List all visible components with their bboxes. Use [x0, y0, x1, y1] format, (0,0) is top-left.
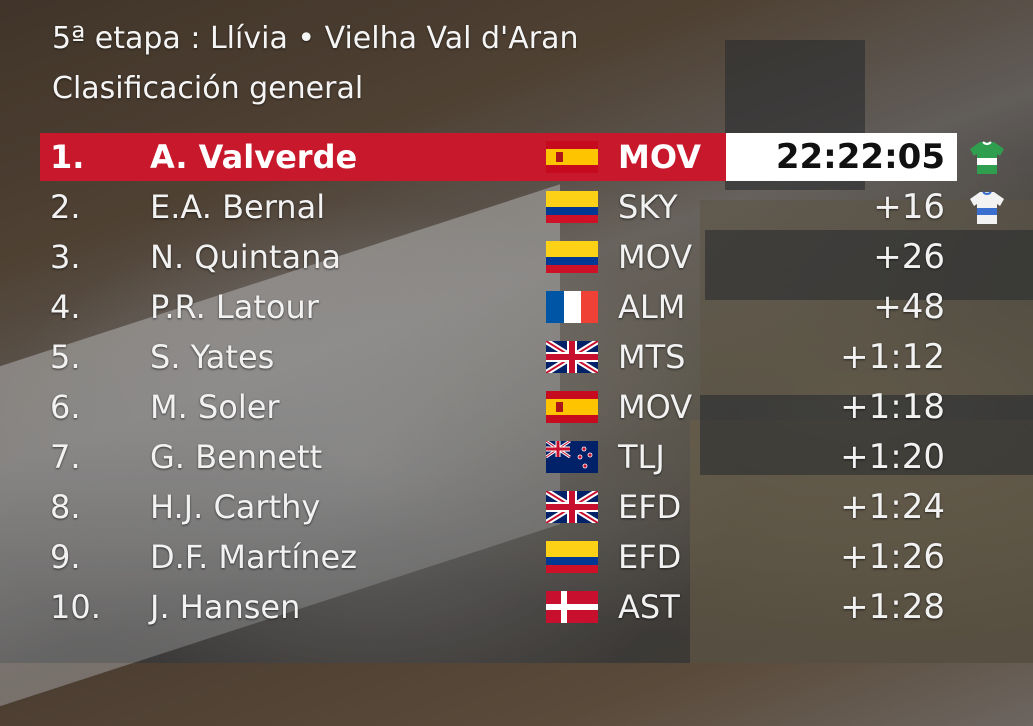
team-code: SKY	[618, 188, 678, 226]
position: 3.	[50, 238, 81, 276]
standings-row: 2. E.A. Bernal SKY +16	[0, 183, 1033, 231]
time: +1:12	[840, 337, 945, 377]
position: 7.	[50, 438, 81, 476]
standings-row: 1. A. Valverde MOV 22:22:05	[0, 133, 1033, 181]
position: 4.	[50, 288, 81, 326]
uk-flag	[546, 491, 598, 523]
team-code: EFD	[618, 488, 682, 526]
time: +1:18	[840, 387, 945, 427]
uk-flag	[546, 341, 598, 373]
standings-row: 4. P.R. Latour ALM +48	[0, 283, 1033, 331]
white-jersey-icon	[968, 188, 1006, 226]
rider-name: G. Bennett	[150, 438, 323, 476]
standings-row: 7. G. Bennett TLJ +1:20	[0, 433, 1033, 481]
team-code: ALM	[618, 288, 686, 326]
position: 6.	[50, 388, 81, 426]
standings-row: 3. N. Quintana MOV +26	[0, 233, 1033, 281]
time: +48	[873, 287, 945, 327]
position: 2.	[50, 188, 81, 226]
team-code: AST	[618, 588, 680, 626]
time: +26	[873, 237, 945, 277]
team-code: MTS	[618, 338, 686, 376]
standings-row: 5. S. Yates MTS +1:12	[0, 333, 1033, 381]
rider-name: N. Quintana	[150, 238, 341, 276]
green-jersey-icon	[968, 138, 1006, 176]
rider-name: A. Valverde	[150, 138, 358, 176]
rider-name: E.A. Bernal	[150, 188, 326, 226]
team-code: MOV	[618, 388, 693, 426]
team-code: MOV	[618, 238, 693, 276]
time: +1:28	[840, 587, 945, 627]
team-code: EFD	[618, 538, 682, 576]
colombia-flag	[546, 191, 598, 223]
time: 22:22:05	[775, 137, 945, 177]
rider-name: H.J. Carthy	[150, 488, 321, 526]
spain-flag	[546, 391, 598, 423]
rider-name: S. Yates	[150, 338, 275, 376]
rider-name: M. Soler	[150, 388, 280, 426]
time: +1:24	[840, 487, 945, 527]
team-code: TLJ	[618, 438, 665, 476]
time: +1:20	[840, 437, 945, 477]
standings-row: 9. D.F. Martínez EFD +1:26	[0, 533, 1033, 581]
colombia-flag	[546, 241, 598, 273]
leader-highlight-band	[40, 133, 726, 181]
team-code: MOV	[618, 138, 701, 176]
classification-title: Clasificación general	[52, 71, 364, 106]
time: +16	[873, 187, 945, 227]
stage-title: 5ª etapa : Llívia • Vielha Val d'Aran	[52, 21, 579, 56]
leader-time-box	[726, 133, 957, 181]
position: 9.	[50, 538, 81, 576]
denmark-flag	[546, 591, 598, 623]
spain-flag	[546, 141, 598, 173]
standings-row: 8. H.J. Carthy EFD +1:24	[0, 483, 1033, 531]
france-flag	[546, 291, 598, 323]
position: 8.	[50, 488, 81, 526]
colombia-flag	[546, 541, 598, 573]
position: 5.	[50, 338, 81, 376]
position: 10.	[50, 588, 101, 626]
position: 1.	[50, 138, 85, 176]
rider-name: J. Hansen	[150, 588, 301, 626]
standings-row: 6. M. Soler MOV +1:18	[0, 383, 1033, 431]
standings-row: 10. J. Hansen AST +1:28	[0, 583, 1033, 631]
rider-name: P.R. Latour	[150, 288, 319, 326]
rider-name: D.F. Martínez	[150, 538, 357, 576]
new-zealand-flag	[546, 441, 598, 473]
time: +1:26	[840, 537, 945, 577]
